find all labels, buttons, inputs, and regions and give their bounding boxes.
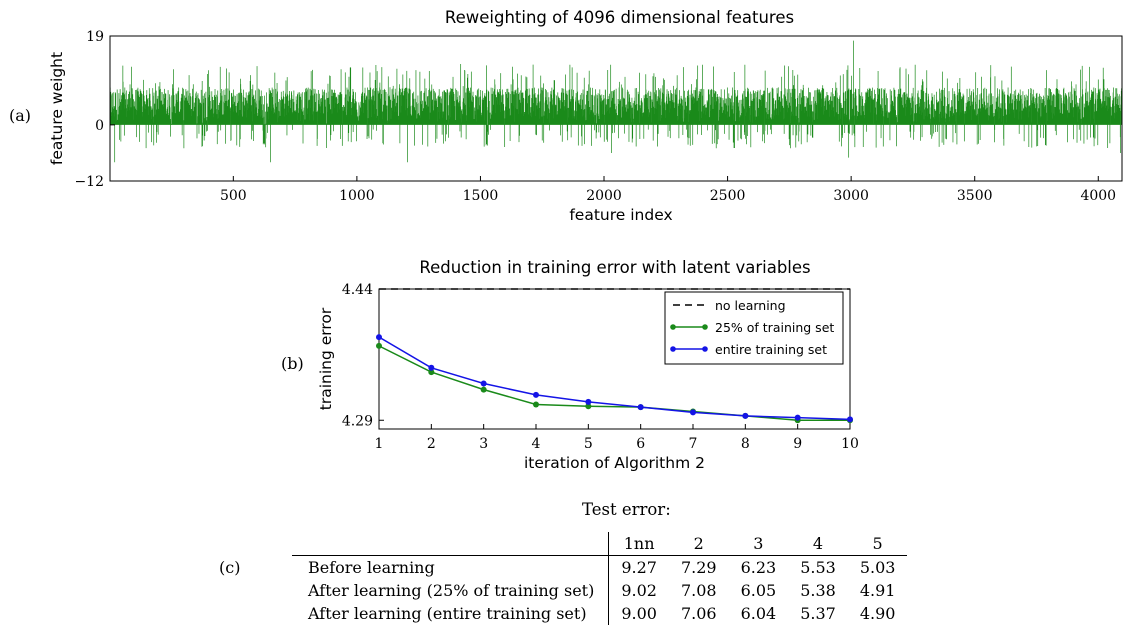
row-label: After learning (entire training set): [292, 602, 610, 625]
x-tick-label: 8: [741, 436, 750, 452]
series-2-point: [585, 398, 592, 405]
panel-label-c: (c): [219, 558, 241, 577]
series-line-2: [378, 336, 851, 421]
legend-marker: [670, 346, 676, 352]
table-cell: 5.38: [800, 581, 836, 600]
x-tick-label: 4: [532, 436, 541, 452]
chart-a: 19 0 −12 500 1000 1500 2000 2500 3000 3500 4000 fea…: [48, 29, 1123, 224]
legend-marker: [702, 324, 708, 330]
y-tick-label: 0: [95, 118, 104, 134]
x-tick-label: 6: [636, 436, 645, 452]
row-label: After learning (25% of training set): [292, 579, 610, 602]
series-line-1: [378, 345, 850, 422]
chart-b-ylabel: training error: [317, 307, 335, 410]
table-cell: 7.06: [680, 604, 717, 623]
y-tick-label: 19: [86, 29, 104, 45]
legend-box: [664, 291, 844, 365]
table-cell: 9.02: [621, 581, 657, 600]
series-1-point: [376, 342, 382, 349]
legend-marker: [702, 346, 708, 352]
y-tick-label: −12: [74, 174, 104, 190]
table-header-2: 2: [668, 532, 729, 556]
weight-bars: [109, 40, 1123, 163]
table-cell: 5.03: [859, 558, 896, 577]
table-header-1nn: 1nn: [608, 532, 669, 556]
y-tick-label: 4.44: [342, 282, 373, 298]
table-cell: 6.04: [740, 604, 777, 623]
series-2-point: [637, 404, 644, 411]
series-2-point: [376, 334, 382, 341]
table-header-row: 1nn 2 3 4 5: [292, 532, 908, 556]
legend-label: 25% of training set: [715, 320, 834, 335]
table-header-5: 5: [847, 532, 908, 556]
test-error-table: 1nn 2 3 4 5 Before learning 9.27 7.29 6.…: [292, 532, 908, 625]
row-label: Before learning: [292, 555, 610, 579]
series-2-point: [533, 391, 539, 398]
series-2-point: [794, 414, 801, 421]
chart-a-title: Reweighting of 4096 dimensional features: [444, 8, 795, 27]
x-tick-label: 4000: [1080, 188, 1116, 204]
chart-b-title: Reduction in training error with latent …: [419, 258, 811, 277]
x-tick-label: 5: [584, 436, 593, 452]
legend-label: no learning: [715, 298, 786, 313]
table-cell: 9.00: [621, 604, 657, 623]
chart-b-xlabel: iteration of Algorithm 2: [524, 454, 705, 472]
table-cell: 7.08: [680, 581, 717, 600]
x-tick-label: 10: [841, 436, 859, 452]
table-cell: 4.90: [859, 604, 896, 623]
table-row: After learning (25% of training set) 9.0…: [292, 579, 907, 602]
series-1-point: [585, 403, 592, 410]
series-2-point: [847, 416, 853, 423]
series-1-point: [428, 369, 435, 376]
series-2-point: [690, 409, 696, 416]
x-tick-label: 1500: [463, 188, 499, 204]
x-tick-label: 2500: [710, 188, 746, 204]
x-tick-label: 2: [427, 436, 436, 452]
x-tick-label: 9: [793, 436, 802, 452]
series-2-point: [428, 364, 435, 371]
table-cell: 5.37: [800, 604, 836, 623]
x-tick-label: 1000: [339, 188, 375, 204]
legend-marker: [670, 324, 676, 330]
x-tick-label: 3: [479, 436, 488, 452]
table-header-empty: [292, 532, 610, 556]
series-2-point: [742, 412, 749, 419]
chart-a-xlabel: feature index: [569, 206, 672, 224]
table-row: Before learning 9.27 7.29 6.23 5.53 5.03: [292, 555, 907, 579]
chart-a-frame: [109, 35, 1123, 182]
table-header-3: 3: [728, 532, 789, 556]
x-tick-label: 500: [220, 188, 247, 204]
x-tick-label: 3000: [833, 188, 869, 204]
table-cell: 4.91: [859, 581, 896, 600]
table-row: After learning (entire training set) 9.0…: [292, 602, 907, 625]
chart-a-ylabel: feature weight: [48, 52, 66, 165]
series-2-point: [480, 380, 487, 387]
table-cell: 5.53: [800, 558, 836, 577]
legend-label: entire training set: [715, 342, 827, 357]
table-title: Test error:: [582, 500, 671, 519]
series-1-point: [480, 386, 487, 393]
table-header-4: 4: [788, 532, 848, 556]
chart-b: 4.44 4.291 2 3 4 5 6 7 8 9 10 iteration of Algorith…: [317, 282, 859, 472]
x-tick-label: 2000: [586, 188, 622, 204]
panel-label-a: (a): [9, 106, 32, 125]
x-tick-label: 1: [375, 436, 384, 452]
table-cell: 7.29: [680, 558, 717, 577]
table-cell: 6.23: [740, 558, 777, 577]
table-cell: 9.27: [621, 558, 657, 577]
x-tick-label: 7: [689, 436, 698, 452]
x-tick-label: 3500: [957, 188, 993, 204]
chart-b-frame: [378, 288, 851, 430]
table-cell: 6.05: [740, 581, 777, 600]
panel-label-b: (b): [281, 354, 304, 373]
y-tick-label: 4.29: [342, 413, 373, 429]
series-1-point: [533, 401, 539, 408]
